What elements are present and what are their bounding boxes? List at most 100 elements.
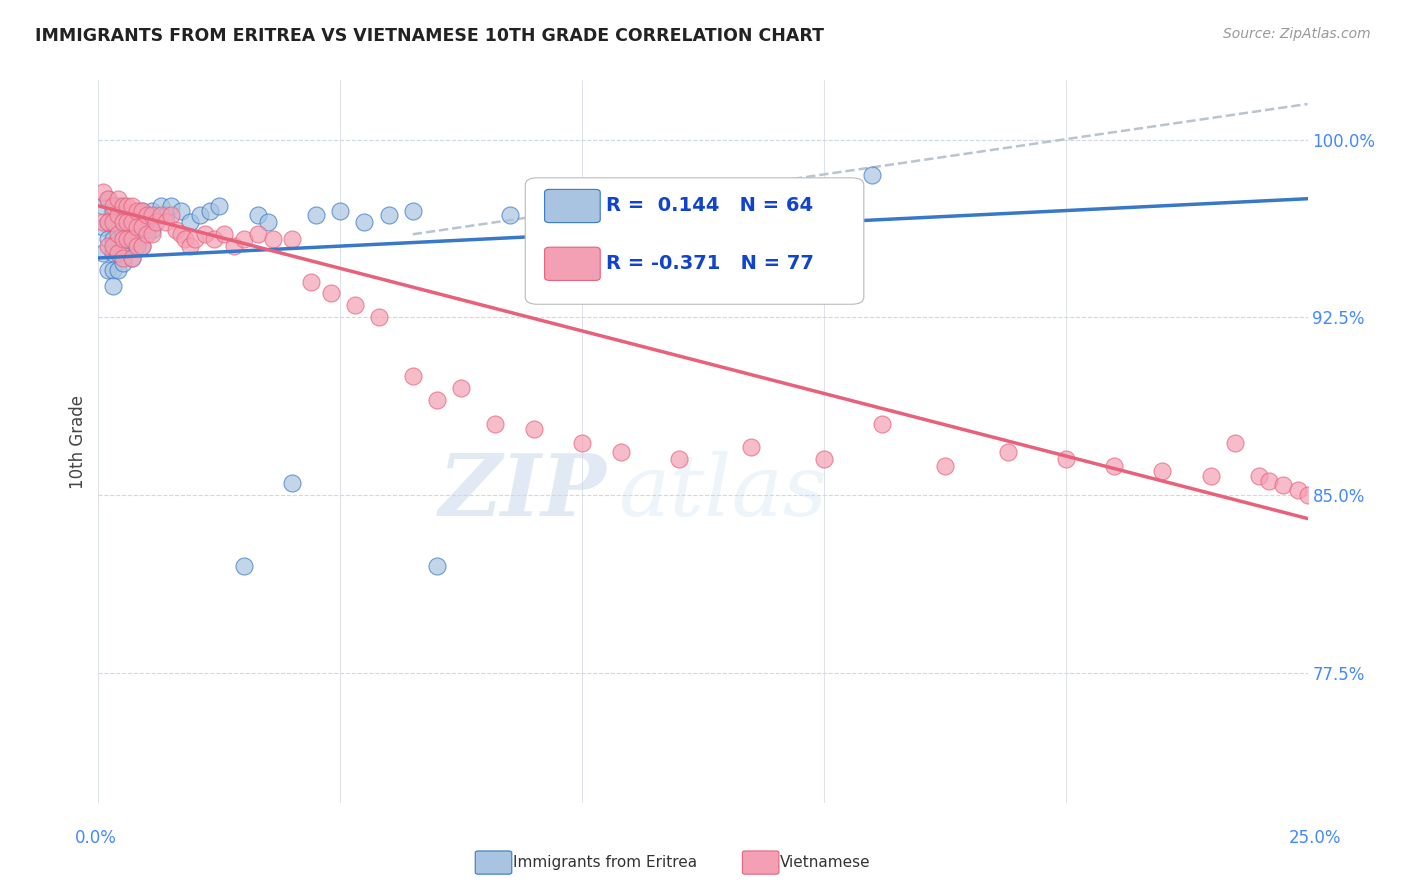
Point — [1102, 459, 1125, 474]
Point — [111, 239, 134, 253]
Point — [212, 227, 235, 242]
Point — [329, 203, 352, 218]
Point — [610, 445, 633, 459]
Point — [145, 215, 167, 229]
Text: Vietnamese: Vietnamese — [780, 855, 870, 870]
Point — [97, 192, 120, 206]
Point — [101, 239, 124, 253]
Point — [155, 215, 177, 229]
FancyBboxPatch shape — [544, 247, 600, 280]
Point — [377, 208, 399, 222]
Point — [101, 246, 124, 260]
Point — [150, 199, 173, 213]
FancyBboxPatch shape — [526, 178, 863, 304]
Point — [498, 208, 520, 222]
Point — [450, 381, 472, 395]
Point — [188, 208, 211, 222]
Point — [135, 208, 157, 222]
Point — [1054, 452, 1077, 467]
Point — [131, 220, 153, 235]
Point — [1152, 464, 1174, 478]
Point — [194, 227, 217, 242]
Point — [668, 452, 690, 467]
Point — [299, 275, 322, 289]
Point — [523, 421, 546, 435]
Point — [111, 232, 134, 246]
Text: atlas: atlas — [619, 450, 828, 533]
Point — [101, 203, 124, 218]
Text: R = -0.371   N = 77: R = -0.371 N = 77 — [606, 253, 814, 273]
Point — [107, 199, 129, 213]
Point — [426, 393, 449, 408]
Point — [145, 208, 167, 222]
Point — [107, 227, 129, 242]
Point — [860, 168, 883, 182]
Text: 25.0%: 25.0% — [1288, 829, 1341, 847]
Point — [870, 417, 893, 431]
Point — [117, 222, 139, 236]
Text: ZIP: ZIP — [439, 450, 606, 534]
Point — [107, 192, 129, 206]
Text: Source: ZipAtlas.com: Source: ZipAtlas.com — [1223, 27, 1371, 41]
Point — [111, 199, 134, 213]
Text: R =  0.144   N = 64: R = 0.144 N = 64 — [606, 195, 814, 215]
Point — [222, 239, 245, 253]
Point — [121, 208, 143, 222]
Point — [740, 203, 762, 218]
Point — [232, 558, 254, 573]
Point — [127, 239, 149, 253]
Text: IMMIGRANTS FROM ERITREA VS VIETNAMESE 10TH GRADE CORRELATION CHART: IMMIGRANTS FROM ERITREA VS VIETNAMESE 10… — [35, 27, 824, 45]
Point — [160, 199, 183, 213]
Point — [169, 203, 191, 218]
Point — [402, 203, 425, 218]
Point — [121, 251, 143, 265]
Point — [101, 199, 124, 213]
Point — [155, 208, 177, 222]
Point — [131, 239, 153, 253]
Point — [997, 445, 1019, 459]
Point — [281, 475, 304, 490]
Point — [131, 203, 153, 218]
Point — [101, 279, 124, 293]
Point — [169, 227, 191, 242]
Point — [97, 262, 120, 277]
Point — [107, 246, 129, 260]
Point — [111, 215, 134, 229]
Text: Immigrants from Eritrea: Immigrants from Eritrea — [513, 855, 697, 870]
Point — [111, 203, 134, 218]
Point — [256, 215, 278, 229]
Point — [426, 558, 449, 573]
FancyBboxPatch shape — [544, 189, 600, 223]
Point — [208, 199, 231, 213]
Point — [1249, 469, 1271, 483]
Point — [121, 220, 143, 235]
Point — [150, 208, 173, 222]
Point — [1199, 469, 1222, 483]
Point — [1296, 488, 1319, 502]
Point — [97, 232, 120, 246]
Point — [1257, 474, 1279, 488]
Point — [204, 232, 226, 246]
Point — [319, 286, 342, 301]
Point — [141, 222, 163, 236]
Point — [127, 208, 149, 222]
Point — [135, 208, 157, 222]
Point — [91, 215, 114, 229]
Point — [198, 203, 221, 218]
Point — [131, 220, 153, 235]
Point — [160, 208, 183, 222]
Point — [97, 239, 120, 253]
Point — [484, 417, 506, 431]
Point — [107, 208, 129, 222]
Point — [135, 227, 157, 242]
Point — [121, 215, 143, 229]
Point — [1286, 483, 1309, 497]
Point — [117, 215, 139, 229]
Point — [232, 232, 254, 246]
Point — [91, 199, 114, 213]
Point — [281, 232, 304, 246]
Point — [121, 235, 143, 249]
Point — [179, 239, 201, 253]
Point — [101, 215, 124, 229]
Point — [262, 232, 284, 246]
